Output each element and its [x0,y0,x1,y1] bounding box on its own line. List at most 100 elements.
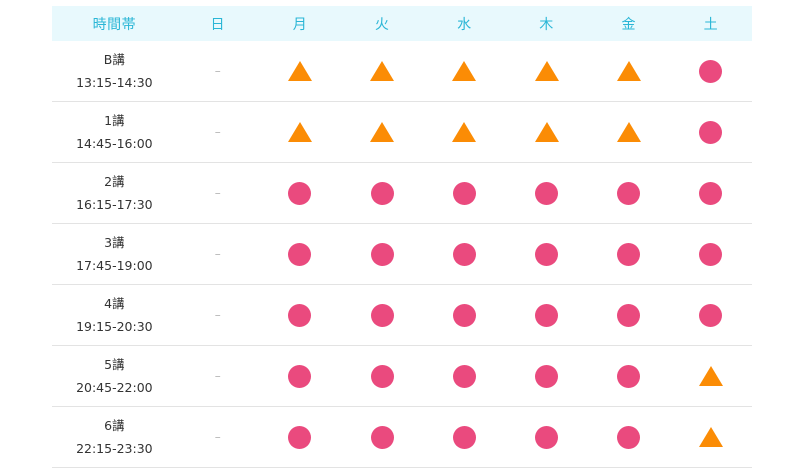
availability-cell [670,41,752,101]
slot-name: 1講 [104,113,125,128]
circle-icon [370,181,394,205]
availability-cell [670,346,752,406]
triangle-icon [616,61,641,81]
availability-cell: – [177,41,259,101]
circle-icon [288,242,312,266]
availability-cell [670,102,752,162]
triangle-icon [534,61,559,81]
table-header: 時間帯 日 月 火 水 木 金 土 [52,6,752,41]
triangle-icon [698,366,723,386]
table-row: B講 13:15-14:30 – [52,41,752,102]
availability-cell [505,407,587,467]
availability-cell [423,224,505,284]
availability-cell [588,163,670,223]
circle-icon [699,59,723,83]
slot-name: 2講 [104,174,125,189]
time-slot-cell: 6講 22:15-23:30 [52,407,177,467]
availability-cell [341,224,423,284]
circle-icon [535,303,559,327]
circle-icon [699,242,723,266]
slot-time: 14:45-16:00 [76,136,153,151]
availability-cell [505,346,587,406]
table-row: 4講 19:15-20:30 – [52,285,752,346]
circle-icon [288,181,312,205]
availability-cell [259,163,341,223]
triangle-icon [698,427,723,447]
slot-name: 6講 [104,418,125,433]
availability-cell [341,102,423,162]
triangle-icon [616,122,641,142]
availability-cell: – [177,163,259,223]
triangle-icon [534,122,559,142]
slot-name: 5講 [104,357,125,372]
slot-time: 20:45-22:00 [76,380,153,395]
slot-time: 19:15-20:30 [76,319,153,334]
header-day-tue: 火 [374,16,390,33]
header-day-mon: 月 [292,16,308,33]
time-slot-cell: B講 13:15-14:30 [52,41,177,101]
table-row: 6講 22:15-23:30 – [52,407,752,468]
availability-cell [588,102,670,162]
availability-cell [670,224,752,284]
header-day-wed: 水 [457,16,472,33]
triangle-icon [370,61,395,81]
triangle-icon [370,122,395,142]
table-row: 5講 20:45-22:00 – [52,346,752,407]
circle-icon [699,181,723,205]
circle-icon [535,242,559,266]
availability-cell [259,285,341,345]
availability-cell [505,41,587,101]
slot-name: 4講 [104,296,125,311]
availability-cell [423,163,505,223]
time-slot-cell: 2講 16:15-17:30 [52,163,177,223]
availability-cell [259,41,341,101]
table-body: B講 13:15-14:30 – 1講 14:45-16:00 – 2講 16:15-17:3… [52,41,752,468]
availability-cell [588,41,670,101]
availability-cell [341,346,423,406]
availability-cell [505,224,587,284]
slot-name: 3講 [104,235,125,250]
availability-cell [341,407,423,467]
header-time-slot: 時間帯 [92,16,137,33]
slot-time: 17:45-19:00 [76,258,153,273]
availability-cell: – [177,346,259,406]
schedule-table: 時間帯 日 月 火 水 木 金 土 B講 13:15-14:30 – 1講 14:45-… [52,6,752,468]
circle-icon [370,303,394,327]
table-row: 2講 16:15-17:30 – [52,163,752,224]
availability-cell [423,346,505,406]
unavailable-dash: – [214,125,221,139]
circle-icon [617,242,641,266]
availability-cell: – [177,224,259,284]
header-day-thu: 木 [539,16,554,33]
time-slot-cell: 1講 14:45-16:00 [52,102,177,162]
availability-cell [259,346,341,406]
slot-time: 22:15-23:30 [76,441,153,456]
circle-icon [617,425,641,449]
availability-cell [588,407,670,467]
circle-icon [535,181,559,205]
unavailable-dash: – [214,430,221,444]
time-slot-cell: 5講 20:45-22:00 [52,346,177,406]
time-slot-cell: 3講 17:45-19:00 [52,224,177,284]
unavailable-dash: – [214,308,221,322]
circle-icon [699,120,723,144]
availability-cell [259,224,341,284]
availability-cell [505,285,587,345]
table-row: 1講 14:45-16:00 – [52,102,752,163]
availability-cell [259,407,341,467]
unavailable-dash: – [214,64,221,78]
header-day-sat: 土 [703,16,719,33]
availability-cell [423,285,505,345]
availability-cell [341,41,423,101]
circle-icon [452,181,476,205]
availability-cell [423,102,505,162]
availability-cell: – [177,285,259,345]
availability-cell [341,285,423,345]
time-slot-cell: 4講 19:15-20:30 [52,285,177,345]
circle-icon [535,425,559,449]
table-row: 3講 17:45-19:00 – [52,224,752,285]
availability-cell [341,163,423,223]
circle-icon [288,425,312,449]
availability-cell [670,407,752,467]
circle-icon [617,181,641,205]
